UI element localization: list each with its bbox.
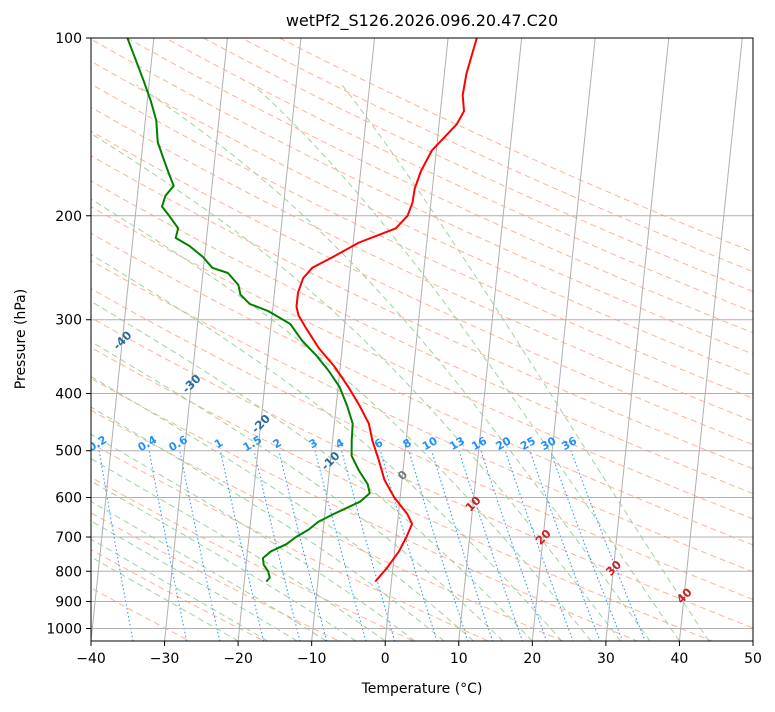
mixing-ratio-label: 3 bbox=[307, 436, 320, 451]
mixing-ratio-line bbox=[530, 451, 605, 653]
y-axis-label: Pressure (hPa) bbox=[13, 289, 29, 389]
dry-adiabat bbox=[0, 27, 364, 653]
dry-adiabat bbox=[221, 27, 775, 653]
moist-adiabat bbox=[0, 85, 297, 641]
x-tick-label: 50 bbox=[744, 651, 762, 667]
mixing-ratio-line bbox=[180, 451, 223, 653]
isotherm-line bbox=[678, 25, 743, 653]
plot-frame bbox=[91, 38, 753, 641]
y-tick-label: 600 bbox=[55, 490, 82, 506]
x-tick-label: 30 bbox=[597, 651, 615, 667]
moist-adiabat bbox=[0, 85, 238, 641]
chart-title: wetPf2_S126.2026.096.20.47.C20 bbox=[286, 11, 558, 31]
y-tick-label: 800 bbox=[55, 564, 82, 580]
isotherm-line bbox=[458, 25, 523, 653]
dry-adiabat bbox=[184, 27, 775, 653]
mixing-ratio-line bbox=[550, 451, 627, 653]
mixing-ratio-line bbox=[459, 451, 527, 653]
x-tick-label: −10 bbox=[297, 651, 327, 667]
mixing-ratio-label: 4 bbox=[333, 436, 346, 451]
dry-adiabat bbox=[33, 27, 775, 653]
y-tick-label: 500 bbox=[55, 444, 82, 460]
x-tick-label: −40 bbox=[76, 651, 106, 667]
dewpoint-profile-line bbox=[127, 38, 369, 582]
dry-adiabat bbox=[71, 27, 775, 653]
isotherm-label: 20 bbox=[533, 526, 554, 547]
moist-adiabat bbox=[0, 85, 356, 641]
x-tick-label: 20 bbox=[523, 651, 541, 667]
moist-adiabat bbox=[342, 85, 709, 641]
y-tick-label: 900 bbox=[55, 594, 82, 610]
moist-adiabat bbox=[0, 85, 268, 641]
x-tick-label: 40 bbox=[671, 651, 689, 667]
isotherm-label: 30 bbox=[603, 557, 624, 578]
dry-adiabat bbox=[146, 27, 775, 653]
x-tick-label: 0 bbox=[381, 651, 390, 667]
mixing-ratio-line bbox=[279, 451, 330, 653]
dry-adiabat bbox=[0, 27, 515, 653]
y-tick-label: 700 bbox=[55, 530, 82, 546]
dry-adiabat bbox=[108, 27, 775, 653]
isotherm-line bbox=[163, 25, 228, 653]
isotherm-line bbox=[531, 25, 596, 653]
mixing-ratio-line bbox=[221, 451, 267, 653]
moist-adiabat bbox=[0, 85, 503, 641]
isotherm-line bbox=[237, 25, 302, 653]
moist-adiabat bbox=[14, 85, 620, 641]
isotherm-line bbox=[752, 25, 775, 653]
dry-adiabat bbox=[0, 27, 439, 653]
y-tick-label: 100 bbox=[55, 31, 82, 47]
y-tick-label: 1000 bbox=[46, 621, 82, 637]
moist-adiabat bbox=[0, 85, 385, 641]
dry-adiabat bbox=[0, 27, 591, 653]
mixing-ratio-line bbox=[571, 451, 650, 653]
moist-adiabat bbox=[0, 85, 326, 641]
x-tick-label: −20 bbox=[223, 651, 253, 667]
mixing-ratio-line bbox=[315, 451, 369, 653]
y-tick-label: 400 bbox=[55, 387, 82, 403]
isotherm-label: -20 bbox=[249, 411, 274, 436]
y-tick-label: 300 bbox=[55, 313, 82, 329]
isotherm-label: -30 bbox=[179, 371, 204, 396]
y-tick-label: 200 bbox=[55, 209, 82, 225]
moist-adiabat bbox=[0, 85, 532, 641]
moist-adiabat bbox=[0, 85, 562, 641]
isotherm-label: -40 bbox=[110, 328, 135, 353]
isotherm-line bbox=[0, 25, 8, 653]
mixing-ratio-line bbox=[432, 451, 497, 653]
isotherm-label: -50 bbox=[41, 282, 66, 307]
mixing-ratio-line bbox=[254, 451, 303, 653]
x-tick-label: −30 bbox=[150, 651, 180, 667]
line-labels: 0.10.20.40.611.52346810131620253036-100-… bbox=[0, 63, 695, 606]
mixing-ratio-label: 1 bbox=[212, 436, 225, 451]
isotherm-label: -10 bbox=[318, 449, 343, 474]
x-tick-label: 10 bbox=[450, 651, 468, 667]
x-axis-label: Temperature (°C) bbox=[361, 681, 483, 697]
dry-adiabat bbox=[0, 27, 213, 653]
moist-adiabat bbox=[0, 85, 415, 641]
